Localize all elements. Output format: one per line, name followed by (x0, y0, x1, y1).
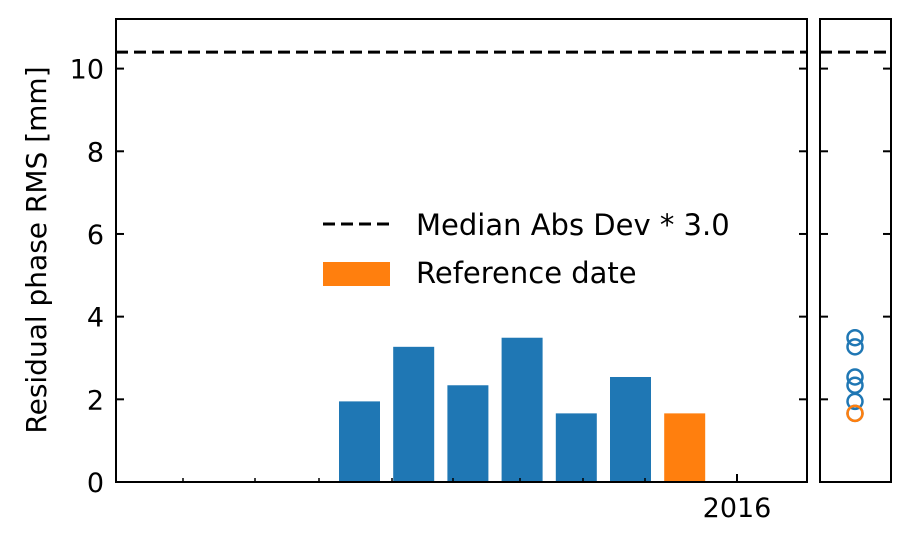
main-plot-frame (115, 18, 808, 483)
data-point (846, 392, 864, 411)
reference-point (846, 404, 864, 423)
y-tick-label: 10 (70, 55, 104, 86)
y-axis-label: Residual phase RMS [mm] (20, 66, 53, 433)
bar (393, 346, 435, 482)
data-point (846, 368, 864, 386)
x-tick-label: 2016 (703, 493, 772, 524)
legend-threshold-label: Median Abs Dev * 3.0 (416, 208, 730, 242)
data-point (846, 338, 864, 356)
y-tick-label: 2 (87, 385, 104, 416)
y-tick-label: 6 (87, 220, 104, 251)
side-plot-panel (819, 18, 892, 483)
y-tick-label: 8 (87, 137, 104, 168)
bar (555, 413, 597, 482)
bar (610, 376, 651, 482)
side-plot-frame (819, 18, 892, 483)
bar (501, 337, 543, 482)
bar (339, 401, 380, 482)
y-tick-label: 0 (87, 468, 104, 499)
bar (447, 385, 489, 482)
data-point (846, 328, 864, 347)
legend-reference-label: Reference date (416, 256, 637, 290)
y-tick-label: 4 (87, 303, 104, 334)
reference-bar (664, 413, 706, 482)
legend: Median Abs Dev * 3.0 Reference date (323, 208, 730, 290)
legend-reference-swatch (323, 262, 390, 286)
main-plot-panel: 0 2 4 6 8 10 2016 (70, 18, 808, 524)
